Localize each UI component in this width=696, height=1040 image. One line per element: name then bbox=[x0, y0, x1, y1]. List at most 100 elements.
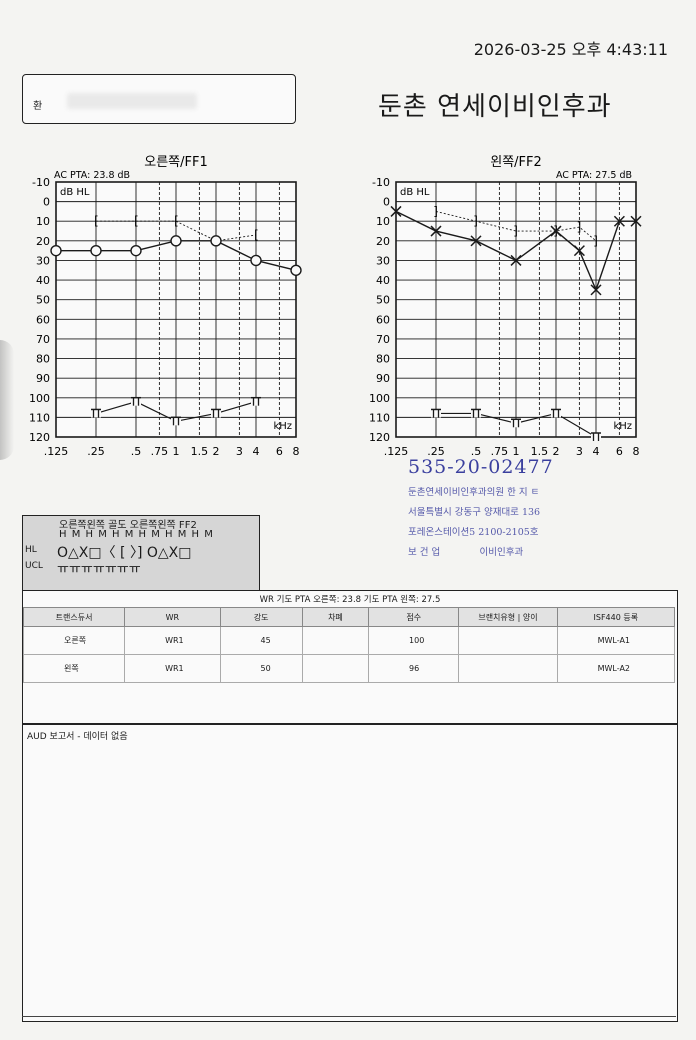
x-mark-stroke bbox=[573, 245, 585, 257]
y-tick-label: 20 bbox=[376, 235, 390, 248]
khz-label: kHz bbox=[613, 421, 632, 432]
audiogram-title: 왼쪽/FF2 bbox=[490, 155, 542, 170]
x-mark-stroke bbox=[630, 215, 642, 227]
legend-symbols: O△X□〈 [ 〉] O△X□ bbox=[57, 545, 192, 561]
x-tick-label: .125 bbox=[44, 445, 69, 458]
table-cell bbox=[458, 654, 558, 683]
y-tick-label: 110 bbox=[29, 411, 50, 424]
ucl-mark-bg bbox=[251, 397, 261, 406]
y-tick-label: 40 bbox=[376, 274, 390, 287]
y-tick-label: 20 bbox=[36, 235, 50, 248]
y-tick-label: 10 bbox=[36, 215, 50, 228]
bone-conduction-point: [ bbox=[172, 214, 179, 228]
x-tick-label: 8 bbox=[633, 445, 640, 458]
legend-header: 오른쪽왼쪽 골도 오른쪽왼쪽 FF2 bbox=[59, 520, 197, 531]
table-cell: WR1 bbox=[124, 626, 221, 655]
y-tick-label: 40 bbox=[36, 274, 50, 287]
bone-conduction-point: [ bbox=[252, 228, 259, 242]
table-cell bbox=[458, 626, 558, 655]
x-tick-label: .75 bbox=[151, 445, 169, 458]
wr-header-cell: ISF440 등록 bbox=[556, 607, 676, 627]
right-ear-audiogram: 오른쪽/FF1 AC PTA: 23.8 dB -10 0 10 20 30 40 50 60 70… bbox=[29, 155, 302, 458]
y-tick-label: 90 bbox=[36, 372, 50, 385]
ucl-point bbox=[211, 408, 221, 418]
air-conduction-point bbox=[613, 215, 625, 227]
ucl-point bbox=[551, 408, 561, 418]
hospital-name: 둔촌 연세이비인후과 bbox=[378, 92, 612, 122]
table-cell: 96 bbox=[368, 654, 460, 683]
x-tick-label: .5 bbox=[131, 445, 142, 458]
y-tick-label: 60 bbox=[376, 313, 390, 326]
wr-header-cell: 트랜스듀서 bbox=[22, 607, 126, 627]
unit-label: dB HL bbox=[400, 187, 430, 198]
pta-label: AC PTA: 27.5 dB bbox=[556, 170, 632, 181]
x-tick-label: 4 bbox=[253, 445, 260, 458]
stamp-line-4b: 이비인후과 bbox=[479, 547, 524, 558]
air-conduction-point bbox=[630, 215, 642, 227]
wr-header-cell: 점수 bbox=[368, 607, 460, 627]
x-tick-label: 2 bbox=[213, 445, 220, 458]
table-cell: 왼쪽 bbox=[22, 654, 126, 683]
ucl-point bbox=[591, 432, 601, 441]
stamp-line-4: 보 건 업 이비인후과 bbox=[408, 544, 608, 558]
y-tick-label: -10 bbox=[372, 176, 390, 189]
stamp-line-2: 서울특별시 강동구 양재대로 136 bbox=[408, 507, 541, 518]
word-recognition-section: WR 기도 PTA 오른쪽: 23.8 기도 PTA 왼쪽: 27.5 트랜스듀… bbox=[22, 590, 678, 724]
ucl-point bbox=[511, 418, 521, 428]
x-tick-label: 6 bbox=[276, 445, 283, 458]
wr-header-row: 트랜스듀서 WR 강도 차폐 점수 브랜치유형 | 양이 ISF440 등록 bbox=[22, 607, 676, 627]
y-tick-label: 10 bbox=[376, 215, 390, 228]
y-tick-label: 30 bbox=[36, 254, 50, 267]
legend-ucl-label: UCL bbox=[25, 561, 43, 571]
air-conduction-point bbox=[590, 284, 602, 296]
x-mark-stroke bbox=[550, 225, 562, 237]
legend-hl-label: HL bbox=[25, 545, 37, 555]
bone-conduction-line bbox=[435, 210, 597, 242]
x-tick-label: 6 bbox=[616, 445, 623, 458]
y-tick-label: 70 bbox=[36, 333, 50, 346]
x-mark-stroke bbox=[510, 254, 522, 266]
x-mark-stroke bbox=[613, 215, 625, 227]
table-cell: 100 bbox=[368, 626, 460, 655]
bone-conduction-line bbox=[96, 220, 257, 242]
x-tick-label: 1 bbox=[513, 445, 520, 458]
y-tick-label: 50 bbox=[376, 294, 390, 307]
y-tick-label: 120 bbox=[29, 431, 50, 444]
y-tick-label: -10 bbox=[32, 176, 50, 189]
ucl-mark-bg bbox=[131, 397, 141, 406]
air-conduction-point bbox=[550, 225, 562, 237]
bone-conduction-point: [ bbox=[132, 214, 139, 228]
ucl-point bbox=[431, 408, 441, 418]
x-tick-label: 1 bbox=[173, 445, 180, 458]
ucl-mark-bg bbox=[591, 433, 601, 441]
x-tick-label: 1.5 bbox=[531, 445, 549, 458]
y-tick-label: 100 bbox=[369, 392, 390, 405]
stamp-line-4a: 보 건 업 bbox=[408, 547, 441, 558]
air-conduction-point bbox=[573, 245, 585, 257]
ucl-point bbox=[171, 416, 181, 426]
y-tick-label: 50 bbox=[36, 294, 50, 307]
ucl-point bbox=[131, 396, 141, 406]
table-cell: WR1 bbox=[124, 654, 221, 683]
pta-label: AC PTA: 23.8 dB bbox=[54, 170, 130, 181]
wr-header-cell: 차폐 bbox=[301, 607, 370, 627]
y-tick-label: 100 bbox=[29, 392, 50, 405]
y-tick-label: 0 bbox=[43, 196, 50, 209]
patient-label: 환 bbox=[33, 101, 43, 112]
bone-conduction-point: ] bbox=[432, 204, 439, 218]
y-tick-label: 60 bbox=[36, 313, 50, 326]
x-tick-label: .75 bbox=[491, 445, 509, 458]
patient-info-box: 환 bbox=[22, 74, 296, 124]
ucl-point bbox=[251, 396, 261, 406]
stamp-line-3: 포레온스테이션5 2100-2105호 bbox=[408, 527, 539, 538]
table-cell: MWL-A1 bbox=[556, 626, 676, 655]
y-tick-label: 80 bbox=[376, 353, 390, 366]
bone-conduction-point: ] bbox=[472, 214, 479, 228]
air-conduction-point bbox=[90, 244, 102, 257]
air-conduction-point bbox=[210, 235, 222, 247]
aud-report-section: AUD 보고서 - 데이터 없음 bbox=[22, 724, 678, 1022]
ucl-mark-bg bbox=[211, 409, 221, 418]
bone-conduction-point: ] bbox=[576, 220, 583, 234]
x-tick-label: 2 bbox=[553, 445, 560, 458]
ucl-mark-bg bbox=[551, 409, 561, 418]
